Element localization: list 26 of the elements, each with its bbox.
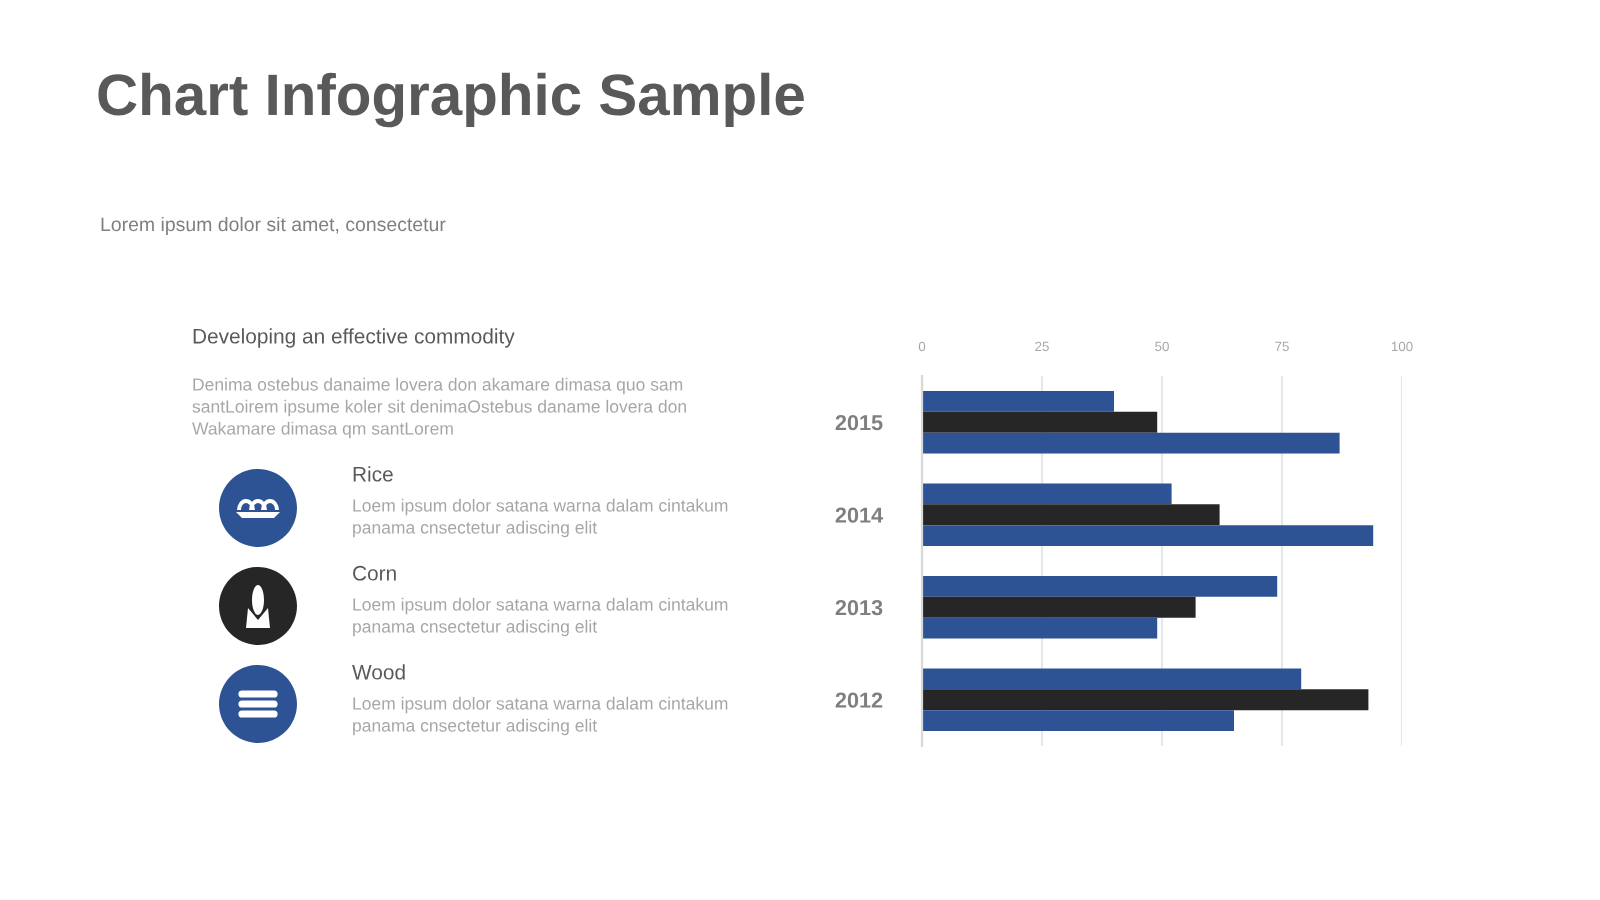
text: Corn [353,565,396,581]
bar [922,596,1196,618]
y-tick-label: 2014 [835,507,883,523]
bar [922,432,1340,454]
y-tick-label: 2013 [835,599,883,616]
bar [922,483,1172,505]
text: Rice [353,466,393,482]
text: Denima ostebus danaime lovera don akamare dimasa quo sam santLoirem ipsume koler sit denimaOstebus daname lovera don Wakamare dimasa qm santLorem [192,377,686,439]
bar [922,576,1278,597]
bar [922,710,1234,731]
text: Wood [352,664,405,680]
text: Loem ipsum dolor satana warna dalam cintakum panama cnsectetur adiscing elit [353,498,728,538]
text: Loem ipsum dolor satana warna dalam cintakum panama cnsectetur adiscing elit [353,696,728,736]
text: Lorem ipsum dolor sit amet, consectetur [101,216,446,236]
bar [922,617,1158,639]
y-tick-label: 2015 [835,414,883,431]
bar [922,411,1158,433]
text: Developing an effective commodity [193,328,515,348]
bar [922,525,1374,546]
text: Loem ipsum dolor satana warna dalam cintakum panama cnsectetur adiscing elit [353,597,728,637]
bar [922,668,1302,690]
bar [922,689,1369,711]
bar [922,391,1114,412]
y-tick-label: 2012 [835,692,883,708]
text: Chart Infographic Sample [98,72,804,128]
bar [922,504,1220,526]
